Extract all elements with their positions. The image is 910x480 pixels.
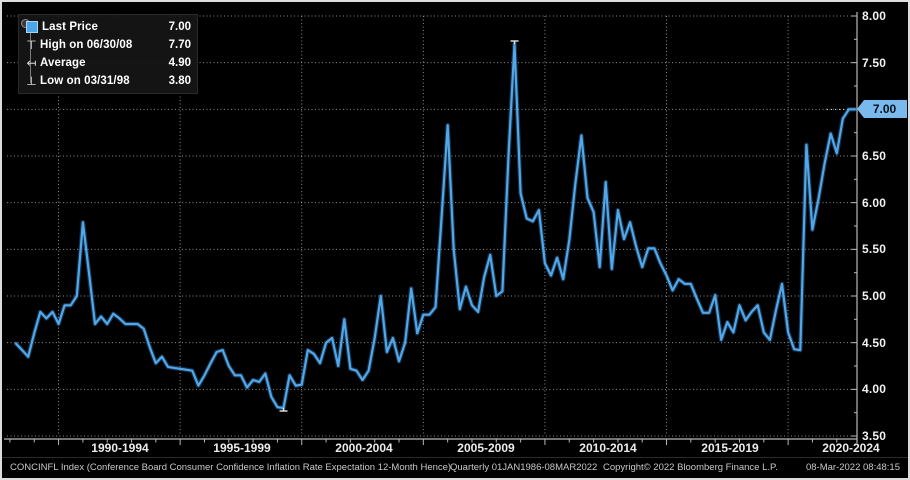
y-tick-label: 5.00 [862,289,887,303]
chart-legend: Last Price 7.00 ⊤ High on 06/30/08 7.70 … [18,14,198,94]
legend-rail [30,24,31,83]
price-line [14,42,857,410]
x-tick-label: 2020-2024 [822,441,880,455]
y-tick-label: 7.50 [862,56,887,70]
last-price-square-icon [26,21,38,33]
legend-item-last-price[interactable]: Last Price 7.00 [23,18,191,36]
footer-bar: CONCINFL Index (Conference Board Consume… [2,457,908,478]
x-tick-label: 1995-1999 [213,441,271,455]
last-price-tag: 7.00 [857,100,907,118]
x-tick-label: 2015-2019 [701,441,759,455]
legend-label: High on 06/30/08 [40,39,133,51]
legend-value: 7.00 [168,21,191,33]
high-marker-icon: ⊤ [26,38,37,52]
footer-security-title: CONCINFL Index (Conference Board Consume… [10,462,452,473]
y-tick-label: 8.00 [862,9,887,23]
legend-item-high[interactable]: ⊤ High on 06/30/08 7.70 [23,36,191,54]
x-tick-label: 2000-2004 [335,441,393,455]
y-tick-label: 3.50 [862,429,887,443]
legend-label: Average [40,57,86,69]
y-tick-label: 6.50 [862,149,887,163]
footer-timestamp: 08-Mar-2022 08:48:15 [805,462,900,473]
y-tick-label: 6.00 [862,196,887,210]
low-marker-icon: ⊥ [26,74,37,88]
legend-label: Last Price [42,21,98,33]
legend-value: 3.80 [168,75,191,87]
price-line-glow [13,41,858,411]
x-tick-label: 1990-1994 [91,441,149,455]
footer-date-range: Quarterly 01JAN1986-08MAR2022 [450,462,598,473]
legend-item-low[interactable]: ⊥ Low on 03/31/98 3.80 [23,72,191,90]
footer-copyright: Copyright© 2022 Bloomberg Finance L.P. [603,462,778,473]
x-tick-label: 2005-2009 [457,441,515,455]
legend-item-average[interactable]: ↤ Average 4.90 [23,54,191,72]
average-marker-icon: ↤ [26,56,37,70]
y-tick-label: 4.50 [862,336,887,350]
legend-label: Low on 03/31/98 [40,75,130,87]
legend-value: 4.90 [168,57,191,69]
y-tick-label: 5.50 [862,242,887,256]
y-tick-label: 4.00 [862,382,887,396]
legend-value: 7.70 [168,39,191,51]
x-tick-label: 2010-2014 [579,441,637,455]
